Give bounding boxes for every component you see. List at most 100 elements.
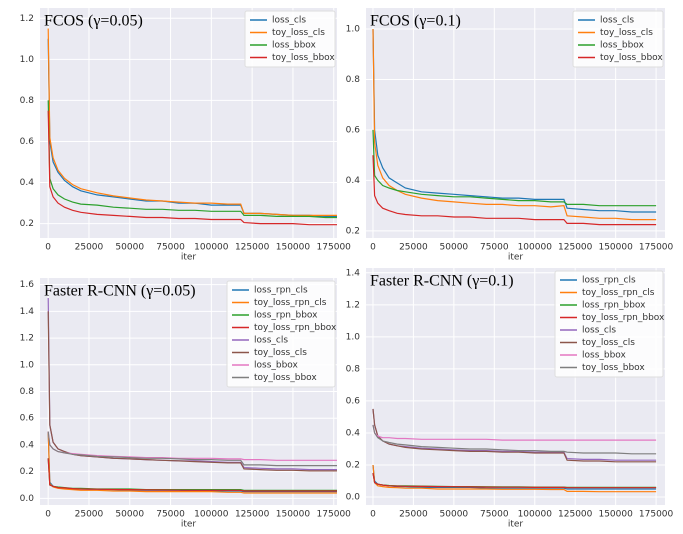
x-tick-label: 100000 xyxy=(518,510,553,520)
y-tick-label: 1.2 xyxy=(20,334,34,344)
series-line xyxy=(372,424,657,441)
legend-label: loss_rpn_cls xyxy=(582,276,636,286)
x-tick-label: 125000 xyxy=(235,510,270,520)
legend-label: loss_bbox xyxy=(254,361,299,371)
y-tick-label: 1.4 xyxy=(20,307,35,317)
y-tick-label: 1.0 xyxy=(346,24,361,34)
y-tick-label: 0.0 xyxy=(20,494,35,504)
series-line xyxy=(372,155,657,226)
x-axis-label: iter xyxy=(181,253,197,263)
legend-box xyxy=(226,280,336,388)
y-tick-label: 1.6 xyxy=(20,280,35,290)
legend-label: toy_loss_bbox xyxy=(600,53,663,63)
legend-label: loss_bbox xyxy=(582,351,627,361)
series-line xyxy=(47,110,337,226)
legend-label: toy_loss_rpn_bbox xyxy=(254,323,337,333)
y-tick-label: 0.2 xyxy=(20,467,34,477)
x-tick-label: 50000 xyxy=(440,243,469,253)
x-tick-label: 25000 xyxy=(399,510,428,520)
y-tick-label: 0.6 xyxy=(346,396,361,406)
x-tick-label: 150000 xyxy=(276,510,311,520)
x-tick-label: 125000 xyxy=(558,510,593,520)
y-tick-label: 0.6 xyxy=(20,414,35,424)
panel-title: Faster R-CNN (γ=0.1) xyxy=(370,273,514,290)
y-tick-label: 1.0 xyxy=(20,55,35,65)
x-tick-label: 75000 xyxy=(480,243,509,253)
x-tick-label: 25000 xyxy=(399,243,428,253)
legend-label: toy_loss_cls xyxy=(254,348,307,358)
x-tick-label: 0 xyxy=(45,243,51,253)
x-tick-label: 175000 xyxy=(639,243,674,253)
y-tick-label: 0.2 xyxy=(346,226,360,236)
legend-label: toy_loss_bbox xyxy=(254,373,317,383)
panel-title: FCOS (γ=0.1) xyxy=(370,13,461,30)
legend-label: loss_bbox xyxy=(272,41,317,51)
legend-label: loss_rpn_bbox xyxy=(254,311,318,321)
y-tick-label: 0.2 xyxy=(20,219,34,229)
x-tick-label: 50000 xyxy=(115,510,144,520)
panel-title: Faster R-CNN (γ=0.05) xyxy=(44,283,196,300)
x-tick-label: 75000 xyxy=(480,510,509,520)
legend-label: toy_loss_rpn_bbox xyxy=(582,313,665,323)
legend-box xyxy=(244,10,336,68)
panel-title: FCOS (γ=0.05) xyxy=(44,13,143,30)
series-line xyxy=(47,458,337,492)
x-tick-label: 25000 xyxy=(75,243,104,253)
legend-label: loss_cls xyxy=(582,326,616,336)
x-tick-label: 50000 xyxy=(440,510,469,520)
y-tick-label: 1.0 xyxy=(20,360,35,370)
x-tick-label: 0 xyxy=(370,510,376,520)
legend-label: toy_loss_rpn_cls xyxy=(582,288,655,298)
x-tick-label: 150000 xyxy=(598,510,633,520)
legend-box xyxy=(554,270,664,378)
legend-label: toy_loss_cls xyxy=(272,28,325,38)
series-line xyxy=(372,424,657,455)
y-tick-label: 0.6 xyxy=(20,137,35,147)
y-tick-label: 1.2 xyxy=(20,14,34,24)
x-axis-label: iter xyxy=(181,520,197,530)
series-line xyxy=(372,408,657,463)
x-tick-label: 75000 xyxy=(156,510,185,520)
x-axis-label: iter xyxy=(508,520,524,530)
y-tick-label: 0.8 xyxy=(346,364,361,374)
y-tick-label: 0.4 xyxy=(346,428,361,438)
series-line xyxy=(372,28,657,221)
series-line xyxy=(372,472,657,489)
panel: 0.0 0.2 0.4 0.6 0.8 1.0 1.2 1.4 0 25000 50000 75000… xyxy=(346,268,674,530)
y-tick-label: 0.0 xyxy=(346,492,361,502)
series-line xyxy=(372,28,657,213)
y-tick-label: 0.8 xyxy=(346,75,361,85)
x-tick-label: 50000 xyxy=(115,243,144,253)
y-tick-label: 0.8 xyxy=(20,387,35,397)
x-tick-label: 100000 xyxy=(518,243,553,253)
x-tick-label: 125000 xyxy=(235,243,270,253)
panel: 0.2 0.4 0.6 0.8 1.0 1.2 0 25000 50000 75000 100000… xyxy=(20,8,352,263)
y-tick-label: 1.4 xyxy=(346,268,361,278)
x-tick-label: 175000 xyxy=(639,510,674,520)
panel: 0.2 0.4 0.6 0.8 1.0 0 25000 50000 75000 100000 125… xyxy=(346,8,674,263)
series-line xyxy=(47,28,337,216)
legend-label: loss_rpn_cls xyxy=(254,286,308,296)
y-tick-label: 0.8 xyxy=(20,96,35,106)
y-tick-label: 0.4 xyxy=(20,178,35,188)
series-line xyxy=(47,431,337,467)
y-tick-label: 0.4 xyxy=(346,176,361,186)
legend-label: toy_loss_bbox xyxy=(272,53,335,63)
panel: 0.0 0.2 0.4 0.6 0.8 1.0 1.2 1.4 1.6 0 25000 50000 75… xyxy=(20,278,351,530)
legend-label: loss_cls xyxy=(600,16,634,26)
y-tick-label: 0.4 xyxy=(20,440,35,450)
legend-label: loss_cls xyxy=(272,16,306,26)
x-tick-label: 150000 xyxy=(276,243,311,253)
y-tick-label: 0.6 xyxy=(346,125,361,135)
series-line xyxy=(372,129,657,207)
legend-label: toy_loss_cls xyxy=(582,338,635,348)
series-line xyxy=(47,100,337,219)
legend-label: toy_loss_rpn_cls xyxy=(254,298,327,308)
x-tick-label: 25000 xyxy=(75,510,104,520)
x-tick-label: 175000 xyxy=(317,243,352,253)
x-tick-label: 100000 xyxy=(194,510,229,520)
y-tick-label: 0.2 xyxy=(346,460,360,470)
x-tick-label: 75000 xyxy=(156,243,185,253)
legend-label: loss_rpn_bbox xyxy=(582,301,646,311)
